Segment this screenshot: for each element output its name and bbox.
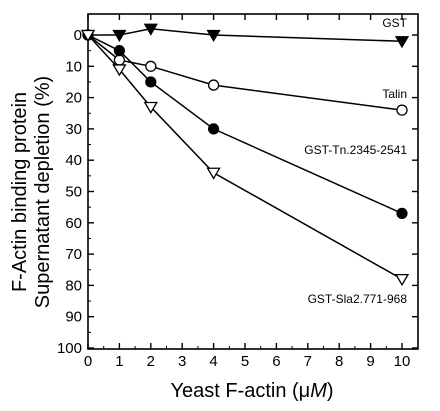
- series-line-gst: [88, 27, 403, 43]
- marker-talin: [207, 79, 220, 91]
- series-label-gst: GST: [382, 16, 407, 30]
- y-tick-label: 90: [65, 309, 82, 326]
- x-tick-label: 2: [147, 353, 155, 370]
- marker-gst-tn-2345-2541: [396, 207, 408, 220]
- x-tick-label: 1: [115, 353, 123, 370]
- x-tick-label: 3: [178, 353, 186, 370]
- x-tick-label: 7: [304, 353, 312, 370]
- marker-gst-sla2-771-968: [80, 29, 96, 42]
- y-tick-label: 100: [57, 340, 82, 357]
- x-tick-label: 8: [335, 353, 343, 370]
- y-tick-label: 70: [65, 246, 82, 263]
- marker-gst-tn-2345-2541: [208, 123, 220, 135]
- marker-gst-sla2-771-968: [394, 273, 410, 287]
- y-tick-label: 80: [65, 277, 82, 294]
- marker-talin: [145, 60, 157, 72]
- series-line-gst-tn-2345-2541: [87, 34, 403, 215]
- x-tick-label: 10: [394, 353, 411, 370]
- y-tick-label: 0: [74, 27, 82, 44]
- series-label-gst-tn-2345-2541: GST-Tn.2345-2541: [304, 143, 407, 157]
- series-markers: [80, 23, 410, 287]
- marker-gst-tn-2345-2541: [113, 45, 126, 57]
- plot-frame: [87, 13, 419, 350]
- series-label-talin: Talin: [382, 87, 407, 101]
- marker-gst: [143, 23, 158, 36]
- y-tick-label: 20: [65, 90, 82, 107]
- marker-gst-sla2-771-968: [112, 64, 127, 77]
- series-label-gst-sla2-771-968: GST-Sla2.771-968: [308, 292, 408, 306]
- series-line-gst-sla2-771-968: [87, 34, 403, 280]
- x-tick-label: 9: [366, 353, 374, 370]
- y-axis-title-line2: Supernatant depletion (%): [32, 76, 54, 308]
- x-tick-label: 4: [209, 353, 217, 370]
- marker-gst: [394, 36, 410, 49]
- marker-talin: [396, 104, 408, 116]
- marker-talin: [113, 54, 126, 66]
- marker-gst-sla2-771-968: [143, 101, 158, 114]
- series-line-talin: [87, 34, 403, 111]
- marker-gst-tn-2345-2541: [145, 76, 157, 88]
- series-labels: GST Talin GST-Tn.2345-2541 GST-Sla2.771-968: [304, 16, 407, 306]
- marker-gst: [206, 29, 221, 42]
- marker-gst: [112, 29, 127, 42]
- y-tick-label: 10: [65, 58, 82, 75]
- y-tick-label: 30: [65, 121, 82, 138]
- y-axis-title-line1: F-Actin binding protein: [9, 92, 31, 292]
- x-axis-title: Yeast F-actin (μM): [170, 380, 333, 402]
- x-tick-label: 5: [241, 353, 249, 370]
- x-tick-label: 0: [84, 353, 92, 370]
- y-tick-label: 60: [65, 215, 82, 232]
- marker-gst-sla2-771-968: [206, 167, 221, 180]
- y-tick-label: 40: [65, 152, 82, 169]
- x-tick-label: 6: [272, 353, 280, 370]
- y-tick-label: 50: [65, 184, 82, 201]
